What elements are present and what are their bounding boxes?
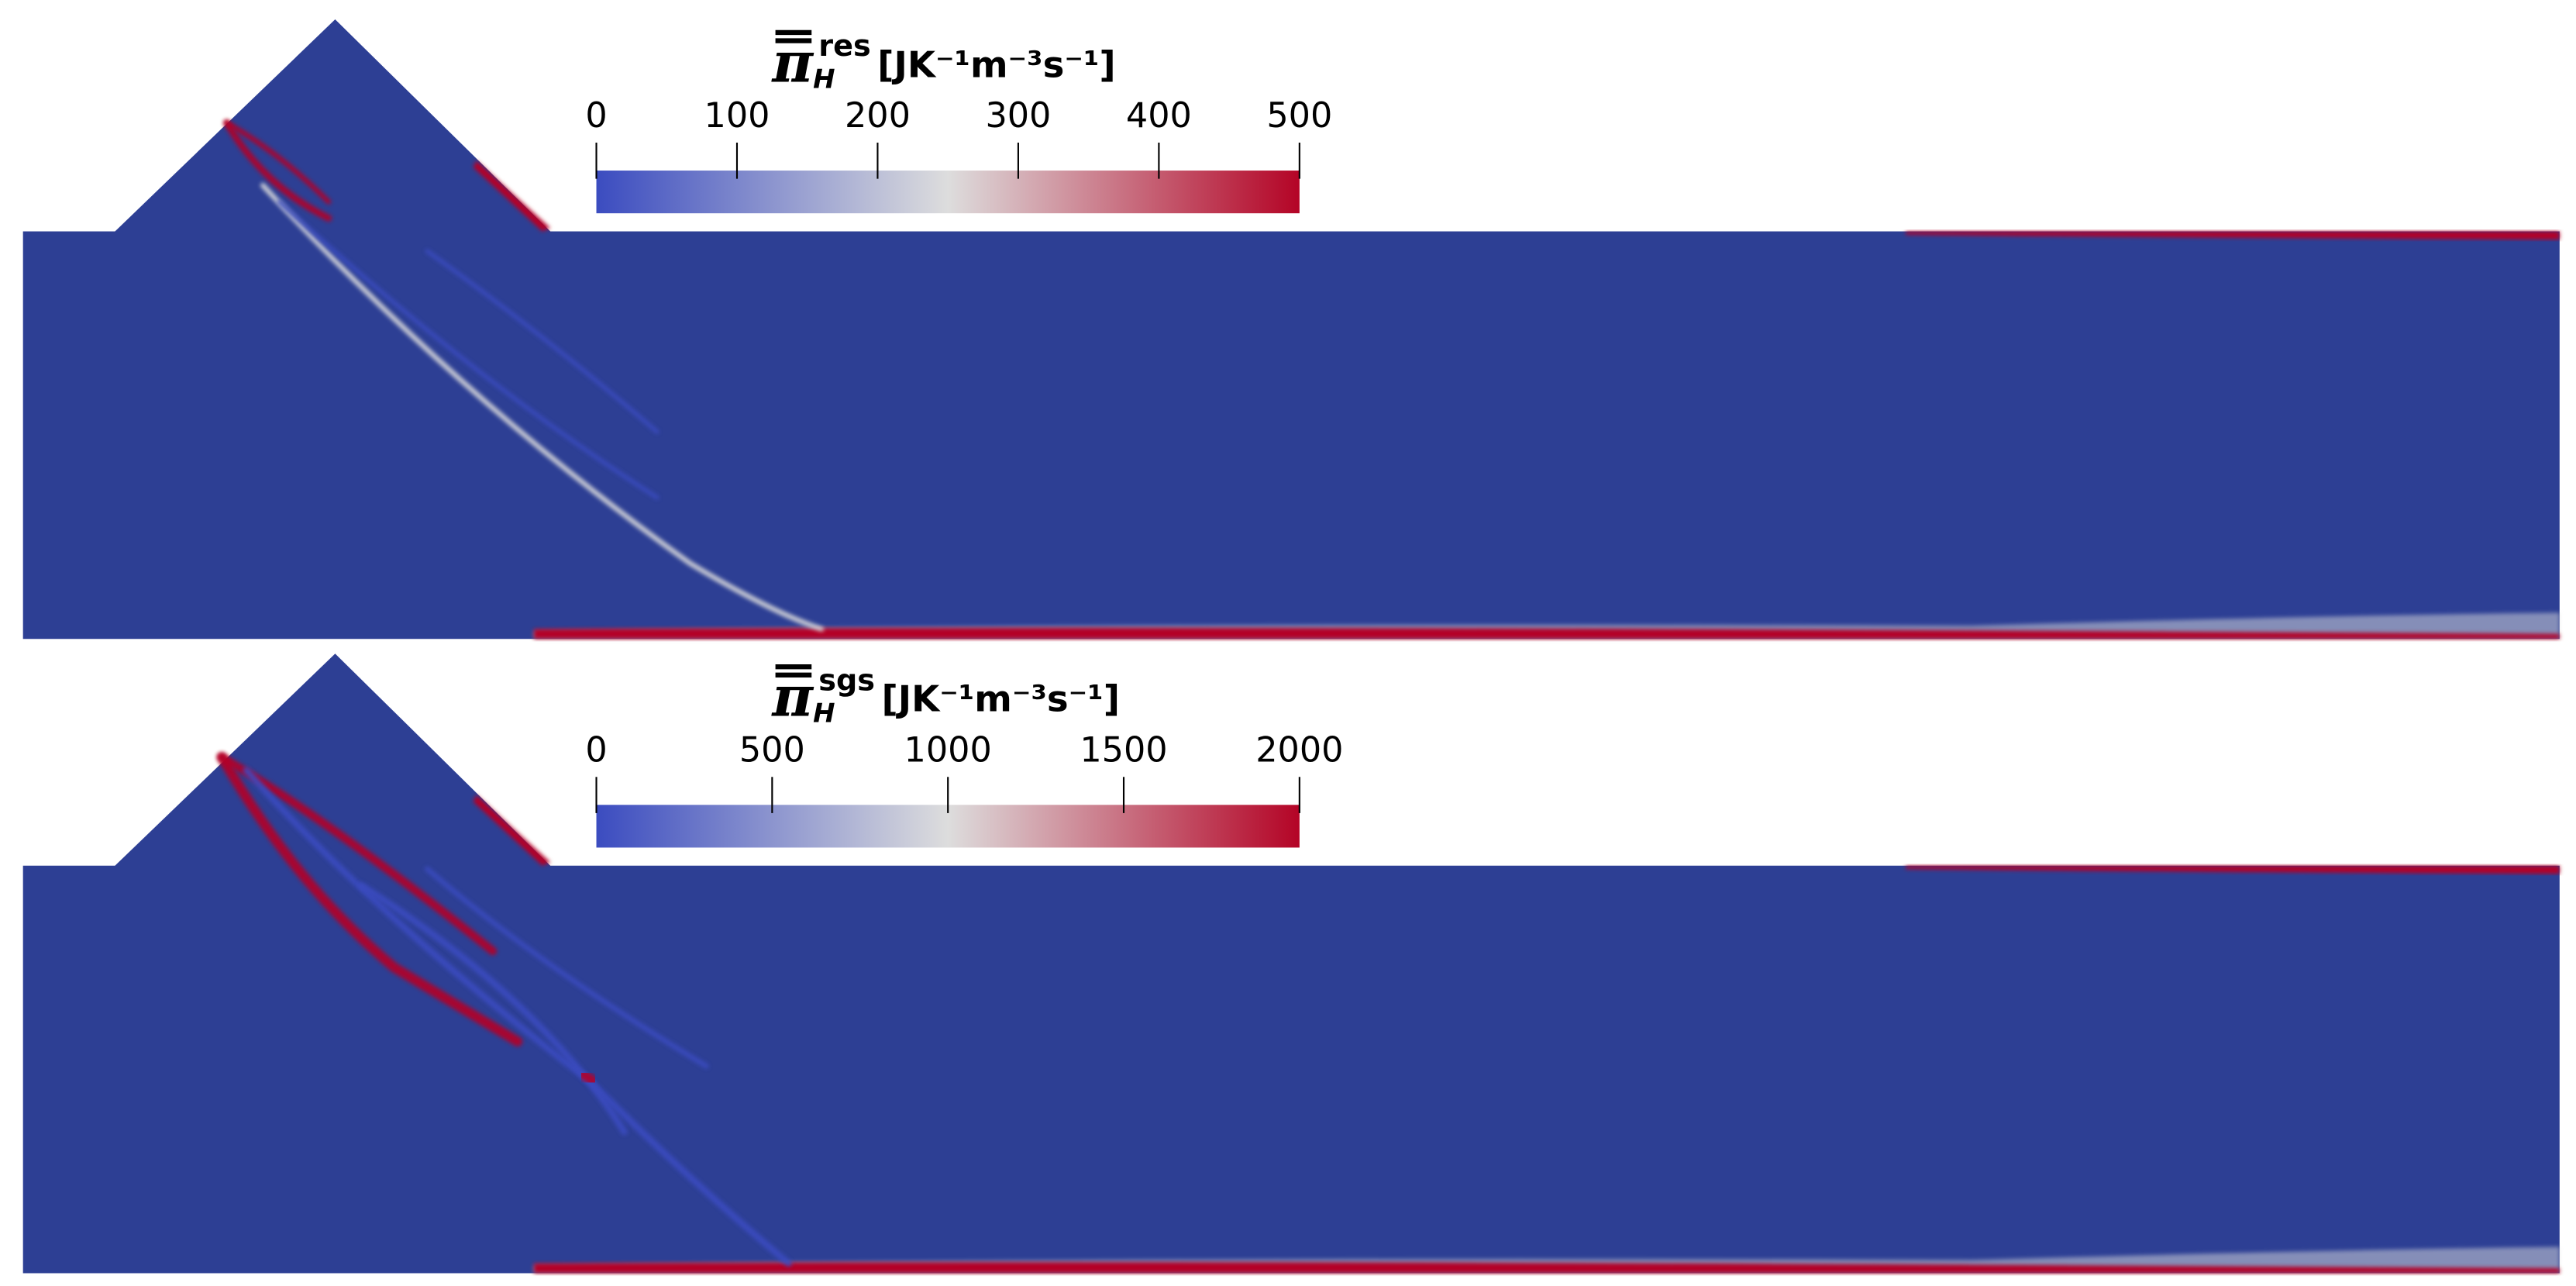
streak [578, 1069, 598, 1086]
colorbar-title: πHsgs [JK⁻¹m⁻³s⁻¹] [770, 663, 1120, 729]
colorbar-tick-label: 1500 [1080, 730, 1167, 770]
domain [22, 653, 2560, 1274]
slope-layer [473, 160, 551, 232]
colorbar-tick-label: 400 [1126, 96, 1192, 136]
title-superscript: res [818, 29, 870, 63]
streak [260, 182, 825, 632]
colorbar-tick-label: 0 [585, 730, 607, 770]
colorbar-tick-label: 500 [739, 730, 805, 770]
colorbar-tick-label: 100 [704, 96, 770, 136]
slope-layer [473, 795, 551, 866]
title-unit: [JK⁻¹m⁻³s⁻¹] [881, 677, 1120, 719]
bottom-layer [533, 627, 2560, 640]
colorbar-title: πHres [JK⁻¹m⁻³s⁻¹] [770, 29, 1115, 95]
title-superscript: sgs [818, 663, 875, 697]
streak [216, 752, 523, 1046]
colorbar [596, 171, 1300, 214]
domain [22, 19, 2560, 640]
colorbar-tick-label: 200 [845, 96, 911, 136]
streak [425, 249, 659, 434]
streak [358, 881, 628, 1136]
streak [424, 866, 709, 1069]
top-layer [1906, 231, 2560, 240]
bottom-layer [533, 1262, 2560, 1274]
panel: 0 100 200 300 400 500 πHres [JK⁻¹m⁻³s⁻¹] [22, 19, 2560, 640]
colorbar-tick-label: 1000 [904, 730, 992, 770]
top-layer [1906, 865, 2560, 874]
panel: 0 500 1000 1500 2000 πHsgs [JK⁻¹m⁻³s⁻¹] [22, 653, 2560, 1274]
title-subscript: H [813, 698, 835, 728]
colorbar-tick-label: 300 [985, 96, 1051, 136]
colorbar-tick-label: 2000 [1255, 730, 1343, 770]
title-subscript: H [813, 64, 835, 94]
colorbar-tick-label: 500 [1266, 96, 1332, 136]
title-unit: [JK⁻¹m⁻³s⁻¹] [877, 43, 1116, 85]
streak [277, 199, 659, 500]
streak [224, 120, 332, 205]
streak [223, 119, 332, 222]
colorbar-tick-label: 0 [585, 96, 607, 136]
streak [243, 767, 792, 1267]
